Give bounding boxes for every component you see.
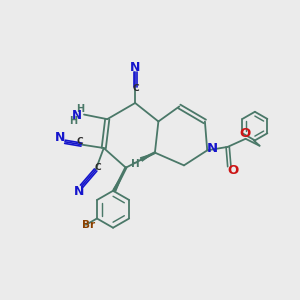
Text: Br: Br	[82, 220, 95, 230]
Text: O: O	[228, 164, 239, 177]
Polygon shape	[112, 168, 126, 192]
Text: C: C	[77, 137, 83, 146]
Text: H: H	[76, 104, 84, 115]
Text: O: O	[239, 127, 251, 140]
Text: N: N	[74, 185, 85, 198]
Text: C: C	[94, 163, 101, 172]
Polygon shape	[140, 153, 155, 162]
Text: H: H	[131, 159, 140, 169]
Text: N: N	[206, 142, 218, 155]
Text: N: N	[130, 61, 140, 74]
Text: H: H	[69, 116, 77, 127]
Text: N: N	[55, 131, 65, 144]
Text: N: N	[72, 109, 82, 122]
Text: C: C	[132, 84, 139, 93]
